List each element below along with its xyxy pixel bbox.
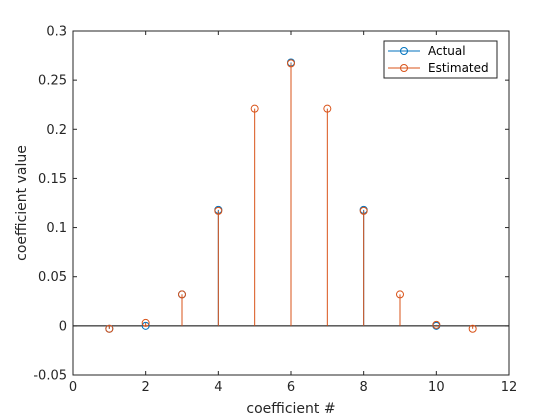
- y-tick-label: 0.05: [38, 270, 67, 285]
- legend-marker: [400, 64, 408, 72]
- y-tick-label: 0.25: [38, 74, 67, 89]
- stem-marker: [323, 104, 332, 113]
- stem-marker: [432, 320, 441, 329]
- x-tick-label: 6: [287, 380, 295, 395]
- series-estimated: [105, 59, 477, 333]
- stem-marker: [178, 290, 186, 299]
- x-tick-label: 8: [360, 380, 368, 395]
- y-axis-label: coefficient value: [14, 145, 30, 261]
- y-tick-label: -0.05: [33, 369, 67, 384]
- stem-marker: [468, 324, 477, 333]
- stem-marker: [287, 59, 295, 68]
- y-tick-label: 0.1: [46, 221, 67, 236]
- legend-label: Actual: [428, 44, 466, 58]
- x-tick-label: 4: [214, 380, 222, 395]
- stem-marker: [214, 206, 223, 215]
- x-tick-label: 12: [501, 380, 518, 395]
- stem-marker: [396, 290, 404, 299]
- stem-marker: [141, 318, 150, 327]
- x-tick-label: 2: [142, 380, 150, 395]
- stem-marker: [141, 321, 150, 330]
- y-tick-label: 0.2: [46, 123, 67, 138]
- stem-marker: [105, 324, 114, 333]
- stem-marker: [250, 104, 259, 113]
- legend-label: Estimated: [428, 61, 489, 75]
- x-tick-label: 10: [428, 380, 445, 395]
- legend-marker: [400, 47, 408, 55]
- y-tick-label: 0.3: [46, 25, 67, 40]
- stem-marker: [359, 206, 368, 215]
- x-axis-label: coefficient #: [246, 401, 335, 417]
- x-tick-label: 0: [69, 380, 77, 395]
- y-tick-label: 0.15: [38, 172, 67, 187]
- legend: Actual Estimated: [383, 40, 498, 79]
- legend-box: [383, 40, 498, 79]
- y-tick-label: 0: [59, 319, 67, 334]
